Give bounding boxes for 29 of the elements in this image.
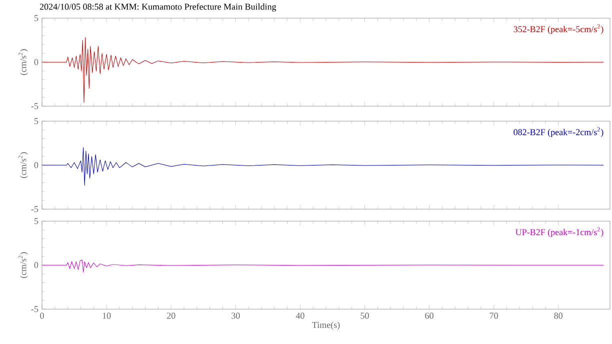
line-series: [42, 147, 604, 186]
text: 082-B2F (peak=-2cm/s$^{2}$): [514, 127, 604, 137]
y-tick-label: -5: [31, 306, 38, 312]
x-tick-label: 70: [490, 312, 498, 319]
y-axis-title: (cm/s$^{2}$): [18, 49, 28, 75]
y-tick-label: -5: [31, 103, 38, 110]
x-tick-label: 20: [166, 312, 176, 319]
text: 352-B2F (peak=-5cm/s$^{2}$): [514, 24, 604, 34]
y-tick-label: 5: [34, 15, 38, 22]
x-tick-label: 60: [425, 312, 434, 319]
x-tick-label: 80: [554, 312, 563, 319]
x-tick-label: 10: [102, 312, 111, 319]
y-tick-label: 0: [34, 262, 38, 268]
y-axis-title: (cm/s$^{2}$): [18, 252, 28, 278]
line-series: [42, 37, 604, 103]
y-tick-label: 5: [34, 218, 38, 224]
x-tick-label: 0: [40, 312, 44, 319]
x-tick-label: 50: [360, 312, 369, 319]
text: UP-B2F (peak=-1cm/s$^{2}$): [515, 227, 604, 237]
y-tick-label: -5: [31, 206, 38, 212]
y-tick-label: 5: [34, 118, 38, 124]
chart-title: 2024/10/05 08:58 at KMM: Kumamoto Prefecture Main Building: [40, 3, 276, 12]
x-tick-label: 30: [232, 312, 240, 319]
y-tick-label: 0: [34, 162, 38, 168]
x-tick-label: 40: [296, 312, 304, 319]
line-series: [42, 260, 604, 272]
x-axis-title: Time(s): [312, 322, 340, 330]
y-tick-label: 0: [34, 59, 38, 66]
y-axis-title: (cm/s$^{2}$): [18, 152, 28, 178]
